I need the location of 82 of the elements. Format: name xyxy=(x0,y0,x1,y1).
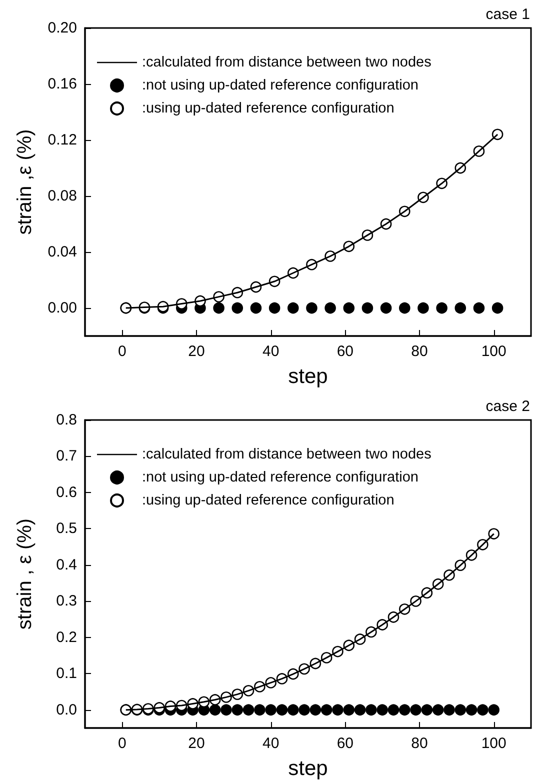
x-axis-title: step xyxy=(288,757,328,780)
y-tick-label: 0.5 xyxy=(56,520,77,538)
point xyxy=(366,704,377,716)
y-tick-label: 0.08 xyxy=(48,188,77,204)
point xyxy=(250,302,262,314)
point xyxy=(398,302,410,314)
chart-title: case 1 xyxy=(486,6,530,23)
y-tick-label: 0.20 xyxy=(48,20,77,36)
y-tick-label: 0.0 xyxy=(56,701,77,718)
y-tick-label: 0.8 xyxy=(56,412,77,428)
point xyxy=(265,704,276,716)
x-tick-label: 20 xyxy=(188,343,205,360)
y-tick-label: 0.1 xyxy=(56,665,77,682)
point xyxy=(268,302,280,314)
point xyxy=(477,704,488,716)
point xyxy=(492,302,504,314)
point xyxy=(209,704,221,716)
point xyxy=(254,704,266,716)
y-tick-label: 0.6 xyxy=(56,484,77,501)
point xyxy=(306,302,318,314)
point xyxy=(287,302,299,314)
y-tick-label: 0.04 xyxy=(48,244,77,260)
legend-label: :calculated from distance between two nodes xyxy=(142,446,432,462)
x-tick-label: 0 xyxy=(118,343,126,360)
point xyxy=(380,302,392,314)
x-tick-label: 60 xyxy=(336,343,354,360)
y-tick-label: 0.4 xyxy=(56,556,77,574)
y-tick-label: 0.3 xyxy=(56,592,77,610)
point xyxy=(410,704,422,716)
x-tick-label: 60 xyxy=(336,735,354,752)
point xyxy=(232,704,244,716)
y-tick-label: 0.2 xyxy=(56,628,77,646)
y-tick-label: 0.00 xyxy=(48,300,77,316)
point xyxy=(362,302,374,314)
legend-label: :calculated from distance between two nodes xyxy=(142,54,432,70)
point xyxy=(298,704,310,716)
legend-label: :not using up-dated reference configuration xyxy=(142,470,418,486)
point xyxy=(354,704,366,716)
x-tick-label: 20 xyxy=(188,735,205,752)
point xyxy=(466,704,478,716)
point xyxy=(320,704,332,716)
point xyxy=(454,704,466,716)
point xyxy=(376,704,388,716)
legend-label: :using up-dated reference configuration xyxy=(142,492,394,508)
point xyxy=(232,302,244,314)
point xyxy=(242,704,254,716)
y-tick-label: 0.7 xyxy=(56,448,77,465)
point xyxy=(432,704,444,716)
legend-label: :not using up-dated reference configuration xyxy=(142,78,418,94)
x-tick-label: 40 xyxy=(262,735,280,752)
x-tick-label: 100 xyxy=(481,343,506,360)
point xyxy=(444,704,455,716)
point xyxy=(473,302,485,314)
y-axis-title: strain , ε (%) xyxy=(14,518,36,630)
point xyxy=(418,302,429,314)
legend-label: :using up-dated reference configuration xyxy=(142,100,394,116)
point xyxy=(220,704,232,716)
point xyxy=(492,128,504,140)
x-axis-title: step xyxy=(288,365,328,388)
y-tick-label: 0.12 xyxy=(48,132,77,148)
point xyxy=(343,704,355,716)
point xyxy=(388,704,400,716)
point xyxy=(310,704,322,716)
point xyxy=(421,704,433,716)
point xyxy=(213,302,224,314)
x-tick-label: 80 xyxy=(411,735,428,752)
x-tick-label: 40 xyxy=(262,343,280,360)
chart-title: case 2 xyxy=(486,398,530,415)
point xyxy=(276,704,288,716)
point xyxy=(398,704,410,716)
point xyxy=(488,704,500,716)
point xyxy=(287,704,299,716)
y-tick-label: 0.16 xyxy=(48,76,77,92)
point xyxy=(332,704,344,716)
point xyxy=(454,302,466,314)
y-axis-title: strain ,ε (%) xyxy=(14,129,36,235)
x-tick-label: 0 xyxy=(118,735,126,752)
point xyxy=(343,302,355,314)
point xyxy=(436,302,448,314)
point xyxy=(324,302,336,314)
x-tick-label: 100 xyxy=(481,735,506,752)
x-tick-label: 80 xyxy=(411,343,428,360)
